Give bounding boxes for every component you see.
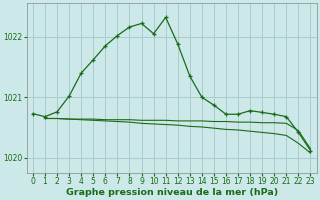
X-axis label: Graphe pression niveau de la mer (hPa): Graphe pression niveau de la mer (hPa) bbox=[66, 188, 278, 197]
